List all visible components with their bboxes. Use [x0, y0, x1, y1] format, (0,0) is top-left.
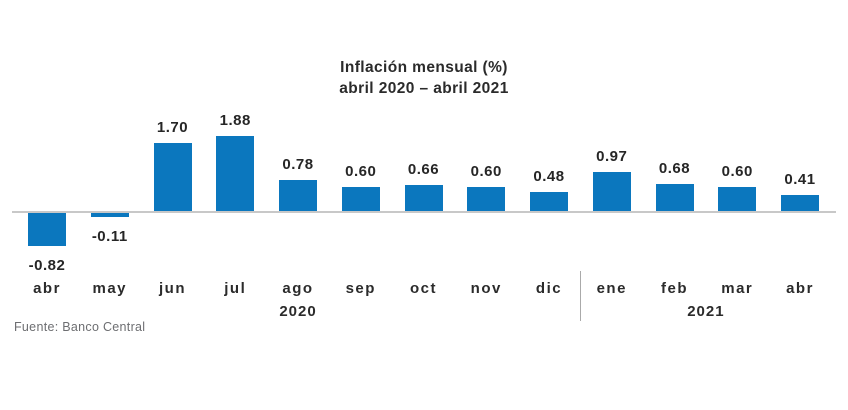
month-label: abr: [33, 280, 61, 297]
bar: [781, 194, 819, 211]
month-label: nov: [470, 280, 502, 297]
bar: [341, 187, 380, 211]
chart-subtitle: abril 2020 – abril 2021: [339, 80, 509, 97]
month-label: dic: [535, 280, 563, 297]
bar: [718, 187, 757, 211]
year-label: 2020: [279, 303, 317, 320]
value-label: -0.82: [28, 256, 66, 274]
bar: [153, 143, 192, 211]
year-label: 2021: [687, 303, 725, 320]
bar: [655, 183, 694, 211]
value-label: 0.68: [658, 159, 691, 177]
value-label: 1.70: [156, 119, 189, 136]
bar: [279, 179, 317, 211]
value-label: 0.60: [345, 163, 377, 180]
month-label: abr: [786, 280, 814, 297]
value-label: 0.41: [784, 170, 816, 188]
bar: [216, 135, 255, 211]
month-label: jul: [224, 280, 247, 297]
value-label: 0.66: [407, 160, 440, 178]
value-label: 0.48: [533, 167, 565, 185]
x-axis-line: [12, 211, 836, 213]
value-label: 0.97: [596, 148, 628, 166]
value-label: 1.88: [219, 111, 251, 129]
bar: [90, 213, 129, 218]
source-note: Fuente: Banco Central: [14, 320, 146, 334]
value-label: 0.78: [282, 155, 314, 173]
month-label: jun: [159, 280, 186, 297]
month-label: mar: [721, 280, 754, 297]
month-label: feb: [661, 280, 688, 297]
bar: [530, 191, 568, 211]
chart-title-block: Inflación mensual (%) abril 2020 – abril…: [0, 57, 848, 99]
value-label: 0.60: [470, 163, 502, 180]
month-label: ago: [282, 280, 314, 297]
bar: [404, 184, 443, 211]
month-label: oct: [410, 280, 437, 297]
month-label: ene: [596, 280, 627, 297]
value-label: -0.11: [91, 228, 128, 246]
month-label: sep: [345, 280, 376, 297]
chart-title: Inflación mensual (%): [340, 59, 508, 76]
bar: [28, 213, 66, 246]
value-label: 0.60: [721, 163, 753, 180]
bar: [467, 187, 506, 211]
year-divider-line: [580, 271, 582, 321]
bar: [592, 172, 631, 211]
month-label: may: [92, 280, 128, 297]
